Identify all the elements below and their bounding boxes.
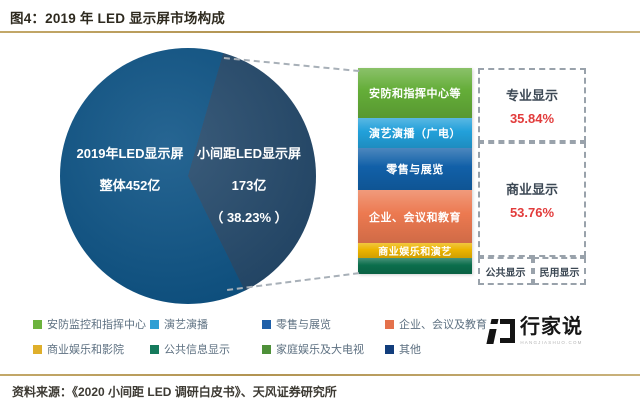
bar-segment-enterprise: 企业、会议和教育 — [358, 190, 472, 243]
legend-label: 商业娱乐和影院 — [47, 344, 124, 356]
logo-icon-dot — [490, 319, 499, 324]
pie-chart — [60, 48, 316, 304]
group-box-professional: 专业显示 35.84% — [478, 68, 586, 142]
logo-icon-stem — [486, 329, 497, 344]
legend-label: 安防监控和指挥中心 — [47, 319, 146, 331]
pie-label-slice-line3: （ 38.23% ） — [210, 210, 288, 225]
legend-swatch — [33, 319, 42, 329]
bar-segment-broadcast: 演艺演播（广电） — [358, 118, 472, 148]
legend-item: 商业娱乐和影院 — [33, 341, 124, 357]
legend-swatch — [150, 319, 159, 329]
pie-label-slice: 小间距LED显示屏 173亿 （ 38.23% ） — [186, 143, 312, 239]
bar-segment-security: 安防和指挥中心等 — [358, 68, 472, 118]
brand-subtext: HANGJIASHUO.COM — [520, 340, 583, 345]
legend-label: 企业、会议及教育 — [399, 319, 487, 331]
legend-swatch — [385, 319, 394, 329]
group-percent: 35.84% — [509, 110, 555, 126]
legend-swatch — [262, 319, 271, 329]
brand-logo: 行家说 HANGJIASHUO.COM — [486, 316, 583, 345]
brand-name: 行家说 — [520, 316, 583, 338]
legend-item: 家庭娱乐及大电视 — [262, 341, 364, 357]
bar-segment-retail: 零售与展览 — [358, 148, 472, 190]
bottom-divider — [0, 374, 640, 376]
legend-swatch — [33, 344, 42, 354]
bar-segment-label: 演艺演播（广电） — [369, 128, 461, 140]
legend-label: 演艺演播 — [164, 319, 208, 331]
group-label: 商业显示 — [505, 182, 558, 197]
pie-label-slice-line2: 173亿 — [231, 178, 267, 193]
bar-segment-label: 企业、会议和教育 — [369, 211, 461, 224]
stacked-bar: 安防和指挥中心等 演艺演播（广电） 零售与展览 企业、会议和教育 商业娱乐和演艺 — [358, 68, 472, 274]
pie-label-total-line2: 整体452亿 — [99, 178, 161, 193]
group-label: 公共显示 — [485, 267, 526, 279]
legend-item: 公共信息显示 — [150, 341, 230, 357]
legend-label: 其他 — [399, 344, 421, 356]
legend-swatch — [262, 344, 271, 354]
group-box-commercial: 商业显示 53.76% — [478, 142, 586, 257]
bar-segment-label: 安防和指挥中心等 — [369, 88, 461, 100]
legend-label: 零售与展览 — [276, 319, 331, 331]
brand-logo-icon — [486, 319, 515, 344]
legend-label: 家庭娱乐及大电视 — [276, 344, 364, 356]
pie-label-total: 2019年LED显示屏 整体452亿 — [56, 143, 204, 207]
bar-segment-entertainment: 商业娱乐和演艺 — [358, 243, 472, 258]
legend-item: 企业、会议及教育 — [385, 316, 487, 332]
legend-swatch — [385, 344, 394, 354]
legend-item: 其他 — [385, 341, 421, 357]
legend-swatch — [150, 344, 159, 354]
bar-segment-other — [358, 258, 472, 274]
pie-label-slice-line1: 小间距LED显示屏 — [196, 146, 301, 161]
group-box-public: 公共显示 — [478, 257, 533, 285]
pie-label-total-line1: 2019年LED显示屏 — [76, 146, 184, 161]
figure-title: 图4：2019 年 LED 显示屏市场构成 — [10, 11, 225, 26]
bar-segment-label: 零售与展览 — [386, 164, 444, 176]
group-label: 专业显示 — [505, 87, 558, 103]
legend-item: 零售与展览 — [262, 316, 331, 332]
group-percent: 53.76% — [509, 205, 555, 220]
legend-item: 演艺演播 — [150, 316, 208, 332]
group-label: 民用显示 — [539, 267, 580, 279]
source-note: 资料来源：《2020 小间距 LED 调研白皮书》、天风证券研究所 — [12, 385, 337, 399]
group-box-consumer: 民用显示 — [533, 257, 586, 285]
legend-item: 安防监控和指挥中心 — [33, 316, 146, 332]
legend-label: 公共信息显示 — [164, 344, 230, 356]
logo-icon-bracket — [500, 319, 515, 343]
top-divider — [0, 31, 640, 33]
bar-segment-label: 商业娱乐和演艺 — [378, 247, 452, 258]
